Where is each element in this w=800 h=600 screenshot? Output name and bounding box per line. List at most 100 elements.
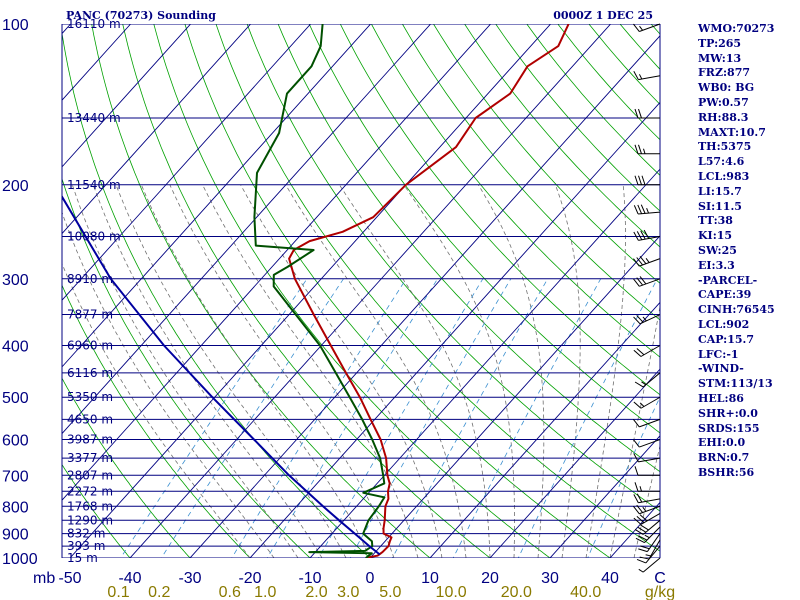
wind-barb bbox=[633, 314, 661, 325]
temperature-label: 30 bbox=[541, 570, 559, 587]
index-item: LCL:983 bbox=[698, 169, 750, 183]
wind-barb-flag bbox=[634, 466, 639, 476]
wind-barb bbox=[634, 519, 661, 535]
pressure-label-300: 300 bbox=[2, 272, 29, 289]
index-item: SHR+:0.0 bbox=[698, 406, 758, 420]
wind-barb-flag bbox=[633, 23, 640, 32]
wind-barb-half bbox=[646, 208, 650, 214]
wind-barb-half bbox=[642, 316, 647, 322]
wind-barbs bbox=[633, 23, 661, 573]
height-label: 11540 m bbox=[67, 178, 121, 192]
index-item: LCL:902 bbox=[698, 317, 750, 331]
wind-barb-staff bbox=[648, 539, 661, 560]
wind-barb-staff bbox=[644, 526, 661, 543]
wind-barb-flag bbox=[639, 276, 647, 285]
index-item: LFC:-1 bbox=[698, 347, 739, 361]
wind-barb-staff bbox=[640, 512, 661, 525]
height-label: 6116 m bbox=[67, 366, 113, 380]
wind-barb bbox=[633, 418, 661, 428]
index-item: HEL:86 bbox=[698, 391, 744, 405]
height-label: 3377 m bbox=[67, 451, 113, 465]
sounding-traces bbox=[62, 24, 570, 558]
dry-adiabat bbox=[62, 30, 371, 558]
index-item: EI:3.3 bbox=[698, 258, 735, 272]
dry-adiabat bbox=[62, 284, 251, 558]
height-label: 393 m bbox=[67, 539, 105, 553]
wind-barb-staff bbox=[639, 505, 661, 515]
wind-barb-flag bbox=[638, 144, 642, 154]
wind-barb bbox=[634, 482, 660, 492]
wind-barb-flag bbox=[633, 401, 642, 409]
wind-barb-flag bbox=[633, 231, 639, 241]
wind-barb-half bbox=[641, 381, 647, 386]
temperature-unit-label: C bbox=[654, 570, 666, 587]
wind-barb-staff bbox=[646, 533, 661, 552]
wind-barb-flag bbox=[634, 108, 639, 119]
temperature-label: -50 bbox=[58, 570, 81, 587]
index-item: WB0: BG bbox=[698, 81, 755, 95]
pressure-label-200: 200 bbox=[2, 178, 29, 195]
dry-adiabat bbox=[464, 24, 660, 248]
temperature-label: 40 bbox=[601, 570, 619, 587]
moist-adiabat bbox=[477, 184, 545, 558]
temperature-trace bbox=[288, 24, 570, 558]
height-label: 3987 m bbox=[67, 433, 113, 447]
wind-barb-staff bbox=[640, 345, 661, 357]
dry-adiabat bbox=[401, 24, 660, 321]
isotherm bbox=[129, 24, 612, 558]
isotherm bbox=[429, 301, 660, 558]
wind-barb-staff bbox=[642, 372, 661, 388]
height-label: 7877 m bbox=[67, 308, 113, 322]
pressure-label-900: 900 bbox=[2, 527, 29, 544]
isotherm bbox=[69, 24, 552, 558]
wind-barb-flag bbox=[636, 515, 645, 524]
wind-barb bbox=[633, 493, 661, 504]
wind-barb-flag bbox=[633, 494, 639, 503]
index-item: MAXT:10.7 bbox=[698, 125, 766, 139]
wind-barb-staff bbox=[638, 75, 661, 81]
mixing-ratio-line bbox=[318, 278, 484, 558]
moist-adiabat bbox=[240, 184, 443, 558]
stability-indices-panel: WMO:70273 TP:265 MW:13 FRZ:877 WB0: BG PW:0.5… bbox=[698, 22, 800, 481]
wind-barb bbox=[634, 175, 660, 186]
moist-adiabat bbox=[140, 184, 371, 558]
wind-barb-flag bbox=[634, 175, 639, 185]
dry-adiabat bbox=[339, 24, 660, 396]
wind-barb bbox=[633, 255, 661, 267]
wind-barb-staff bbox=[639, 439, 661, 448]
height-label: 15 m bbox=[67, 551, 98, 565]
wind-barb-flag bbox=[636, 493, 643, 503]
wind-barb-flag bbox=[633, 278, 640, 287]
wind-barb-flag bbox=[634, 144, 639, 154]
wind-barb-flag bbox=[640, 545, 650, 550]
wind-barb-flag bbox=[639, 514, 648, 522]
mixing-ratio-line bbox=[587, 396, 660, 558]
wind-barb-staff bbox=[639, 418, 661, 428]
temperature-label: -20 bbox=[238, 570, 261, 587]
mixing-ratio-line bbox=[517, 278, 658, 558]
wind-barb bbox=[634, 144, 660, 155]
wind-barb-staff bbox=[638, 211, 661, 215]
wind-barb-flag bbox=[637, 204, 643, 214]
mixing-ratio-label: 0.6 bbox=[219, 584, 241, 600]
index-item: STM:113/13 bbox=[698, 377, 773, 391]
mixing-ratio-label: 3.0 bbox=[337, 584, 359, 600]
mixing-ratio-line bbox=[266, 278, 438, 558]
height-label: 2807 m bbox=[67, 468, 113, 482]
wind-barb bbox=[634, 466, 660, 476]
mixing-ratio-line bbox=[160, 278, 344, 558]
wind-barb-flag bbox=[638, 548, 648, 553]
wind-barb bbox=[638, 557, 661, 573]
wind-barb-flag bbox=[636, 315, 644, 323]
index-item: L57:4.6 bbox=[698, 155, 745, 169]
index-item: CAP:15.7 bbox=[698, 332, 755, 346]
wind-barb bbox=[633, 453, 661, 463]
wind-barb-flag bbox=[636, 257, 644, 266]
index-item: FRZ:877 bbox=[698, 66, 751, 80]
wind-barb bbox=[633, 23, 661, 32]
wind-barb bbox=[633, 276, 661, 287]
mixing-ratio-unit: g/kg bbox=[645, 584, 675, 600]
height-label: 832 m bbox=[67, 527, 105, 541]
wind-barb-half bbox=[645, 554, 651, 557]
